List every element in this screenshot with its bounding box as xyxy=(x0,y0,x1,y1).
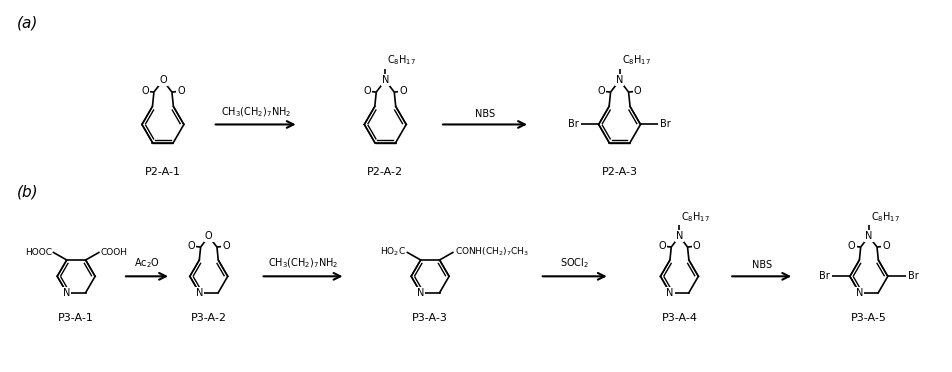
Text: O: O xyxy=(633,86,641,96)
Text: C$_8$H$_{17}$: C$_8$H$_{17}$ xyxy=(387,54,416,67)
Text: Ac$_2$O: Ac$_2$O xyxy=(134,257,160,270)
Text: P3-A-1: P3-A-1 xyxy=(58,313,94,323)
Text: N: N xyxy=(417,288,424,298)
Text: CONH(CH$_2$)$_7$CH$_3$: CONH(CH$_2$)$_7$CH$_3$ xyxy=(454,246,528,258)
Text: CH$_3$(CH$_2$)$_7$NH$_2$: CH$_3$(CH$_2$)$_7$NH$_2$ xyxy=(221,105,290,119)
Text: N: N xyxy=(864,231,872,241)
Text: HOOC: HOOC xyxy=(25,247,51,257)
Text: P3-A-3: P3-A-3 xyxy=(412,313,447,323)
Text: Br: Br xyxy=(567,119,578,129)
Text: CH$_3$(CH$_2$)$_7$NH$_2$: CH$_3$(CH$_2$)$_7$NH$_2$ xyxy=(268,257,338,270)
Text: O: O xyxy=(847,241,855,251)
Text: O: O xyxy=(177,86,185,96)
Text: N: N xyxy=(855,288,863,298)
Text: O: O xyxy=(882,241,889,251)
Text: N: N xyxy=(665,288,673,298)
Text: NBS: NBS xyxy=(474,109,494,119)
Text: P3-A-5: P3-A-5 xyxy=(850,313,886,323)
Text: N: N xyxy=(381,76,388,85)
Text: NBS: NBS xyxy=(751,260,771,270)
Text: O: O xyxy=(159,76,167,85)
Text: N: N xyxy=(63,288,70,298)
Text: N: N xyxy=(615,76,623,85)
Text: O: O xyxy=(188,241,195,251)
Text: P3-A-4: P3-A-4 xyxy=(661,313,697,323)
Text: Br: Br xyxy=(907,271,918,281)
Text: O: O xyxy=(222,241,229,251)
Text: P2-A-2: P2-A-2 xyxy=(367,167,403,177)
Text: O: O xyxy=(597,86,605,96)
Text: C$_8$H$_{17}$: C$_8$H$_{17}$ xyxy=(681,210,710,224)
Text: HO$_2$C: HO$_2$C xyxy=(379,246,406,258)
Text: P2-A-3: P2-A-3 xyxy=(601,167,637,177)
Text: O: O xyxy=(399,86,407,96)
Text: Br: Br xyxy=(660,119,670,129)
Text: O: O xyxy=(658,241,665,251)
Text: O: O xyxy=(205,231,212,241)
Text: COOH: COOH xyxy=(101,247,128,257)
Text: N: N xyxy=(195,288,203,298)
Text: C$_8$H$_{17}$: C$_8$H$_{17}$ xyxy=(870,210,899,224)
Text: P3-A-2: P3-A-2 xyxy=(190,313,227,323)
Text: P2-A-1: P2-A-1 xyxy=(145,167,181,177)
Text: N: N xyxy=(675,231,683,241)
Text: (b): (b) xyxy=(16,184,38,199)
Text: Br: Br xyxy=(819,271,829,281)
Text: O: O xyxy=(692,241,700,251)
Text: O: O xyxy=(363,86,370,96)
Text: C$_8$H$_{17}$: C$_8$H$_{17}$ xyxy=(621,54,650,67)
Text: O: O xyxy=(141,86,149,96)
Text: (a): (a) xyxy=(16,15,38,30)
Text: SOCl$_2$: SOCl$_2$ xyxy=(560,257,588,270)
